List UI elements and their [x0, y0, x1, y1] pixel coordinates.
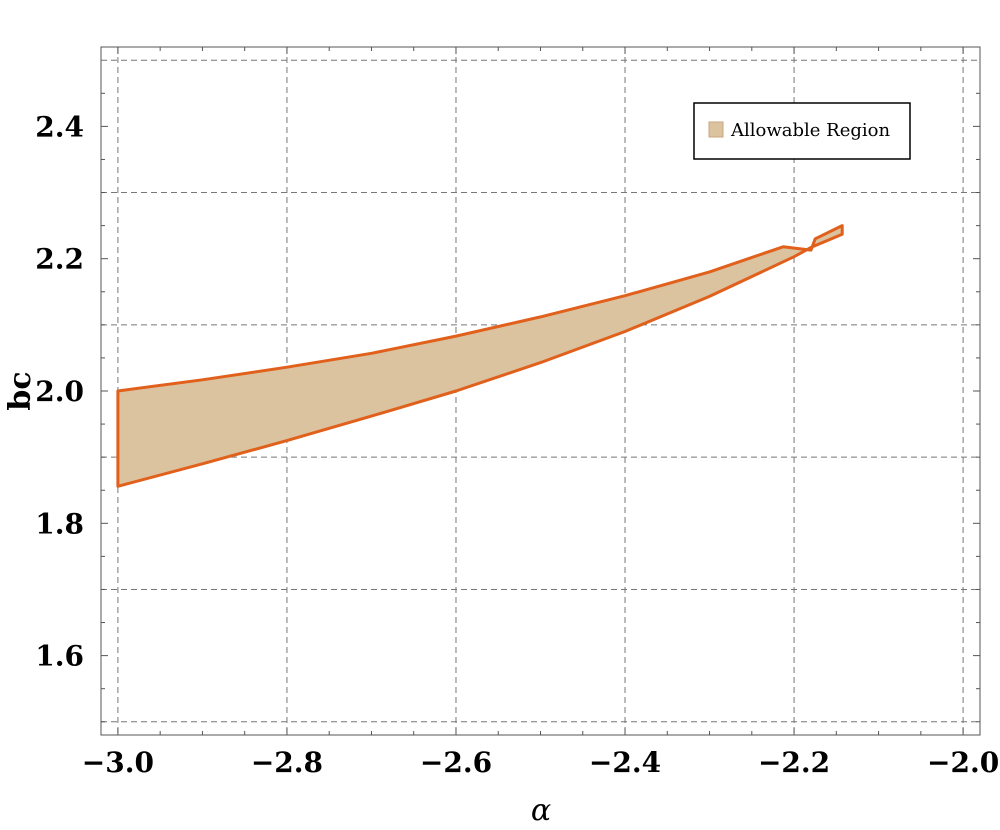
legend-swatch	[708, 121, 724, 138]
tick-marks	[101, 47, 980, 735]
y-tick-label: 2.4	[35, 110, 84, 143]
x-tick-labels: −3.0 −2.8 −2.6 −2.4 −2.2 −2.0	[82, 746, 999, 779]
y-axis-title: bc	[3, 371, 38, 410]
x-tick-label: −3.0	[82, 746, 154, 779]
y-tick-labels: 1.6 1.8 2.0 2.2 2.4	[35, 110, 84, 672]
y-tick-label: 1.6	[35, 640, 84, 673]
legend-label: Allowable Region	[730, 120, 890, 141]
allowable-region	[116, 224, 844, 488]
grid-lines	[101, 47, 980, 735]
allowable-region-layer	[116, 224, 844, 488]
x-axis-title: α	[531, 793, 551, 828]
x-tick-label: −2.6	[420, 746, 492, 779]
x-tick-label: −2.8	[251, 746, 323, 779]
x-tick-label: −2.2	[758, 746, 830, 779]
legend: Allowable Region	[693, 102, 911, 160]
x-tick-label: −2.0	[927, 746, 999, 779]
y-tick-label: 2.0	[35, 375, 84, 408]
legend-box	[693, 102, 911, 160]
y-tick-label: 1.8	[35, 507, 84, 540]
x-tick-label: −2.4	[589, 746, 661, 779]
y-tick-label: 2.2	[35, 243, 84, 276]
